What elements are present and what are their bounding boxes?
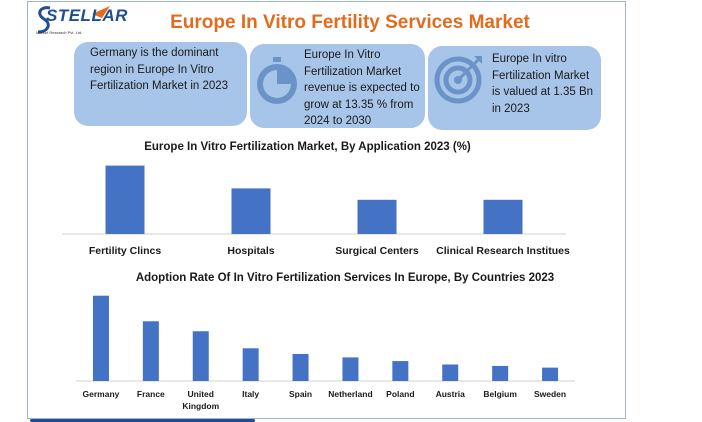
country-bar [242,348,259,381]
country-category-label: United [188,389,214,399]
application-chart-title: Europe In Vitro Fertilization Market, By… [144,141,471,153]
application-bar [105,165,145,234]
application-bar [231,188,271,234]
country-bar [92,295,109,381]
stat-card-dominant-region: Germany is the dominant region in Europe… [74,42,247,126]
country-bar [442,364,459,381]
country-category-label: Spain [289,389,312,399]
country-category-label: Italy [242,389,259,399]
bottom-accent-bar [30,419,255,422]
country-bar [142,321,159,381]
stat-card-text: Europe In vitro Fertilization Market is … [492,53,594,115]
country-bar [542,367,559,381]
application-category-label: Surgical Centers [335,245,419,257]
country-category-label: Austria [436,389,466,399]
stellar-logo [37,6,110,34]
country-bar [392,361,409,381]
application-category-label: Hospitals [227,245,274,257]
stat-card-valuation: Europe In vitro Fertilization Market is … [428,46,601,130]
application-bar [483,199,523,234]
country-bar [342,357,359,381]
country-category-label: Netherland [328,389,372,399]
application-category-label: Fertility Clincs [89,245,162,257]
country-category-label: France [137,389,165,399]
country-bar [492,365,509,381]
country-category-label: Kingdom [182,401,219,411]
brand-name: STELLAR [46,6,128,25]
country-category-label: Belgium [483,389,517,399]
stat-card-text: Europe In Vitro Fertilization Market rev… [304,49,420,127]
application-category-label: Clinical Research Institues [436,245,570,257]
country-category-label: Poland [386,389,414,399]
stopwatch-icon [257,57,297,104]
page-title: Europe In Vitro Fertility Services Marke… [170,12,530,33]
brand-tagline: Market Research Pvt. Ltd. [36,30,83,35]
country-category-label: Germany [83,389,120,399]
target-icon [434,56,482,104]
country-bar [292,353,309,381]
stat-card-text: Germany is the dominant region in Europe… [90,47,229,92]
country-category-label: Sweden [534,389,566,399]
countries-chart-title: Adoption Rate Of In Vitro Fertilization … [135,272,555,284]
infographic-frame [27,1,626,419]
application-bar [357,199,397,234]
country-bar [192,331,209,381]
stat-card-growth: Europe In Vitro Fertilization Market rev… [250,44,425,128]
